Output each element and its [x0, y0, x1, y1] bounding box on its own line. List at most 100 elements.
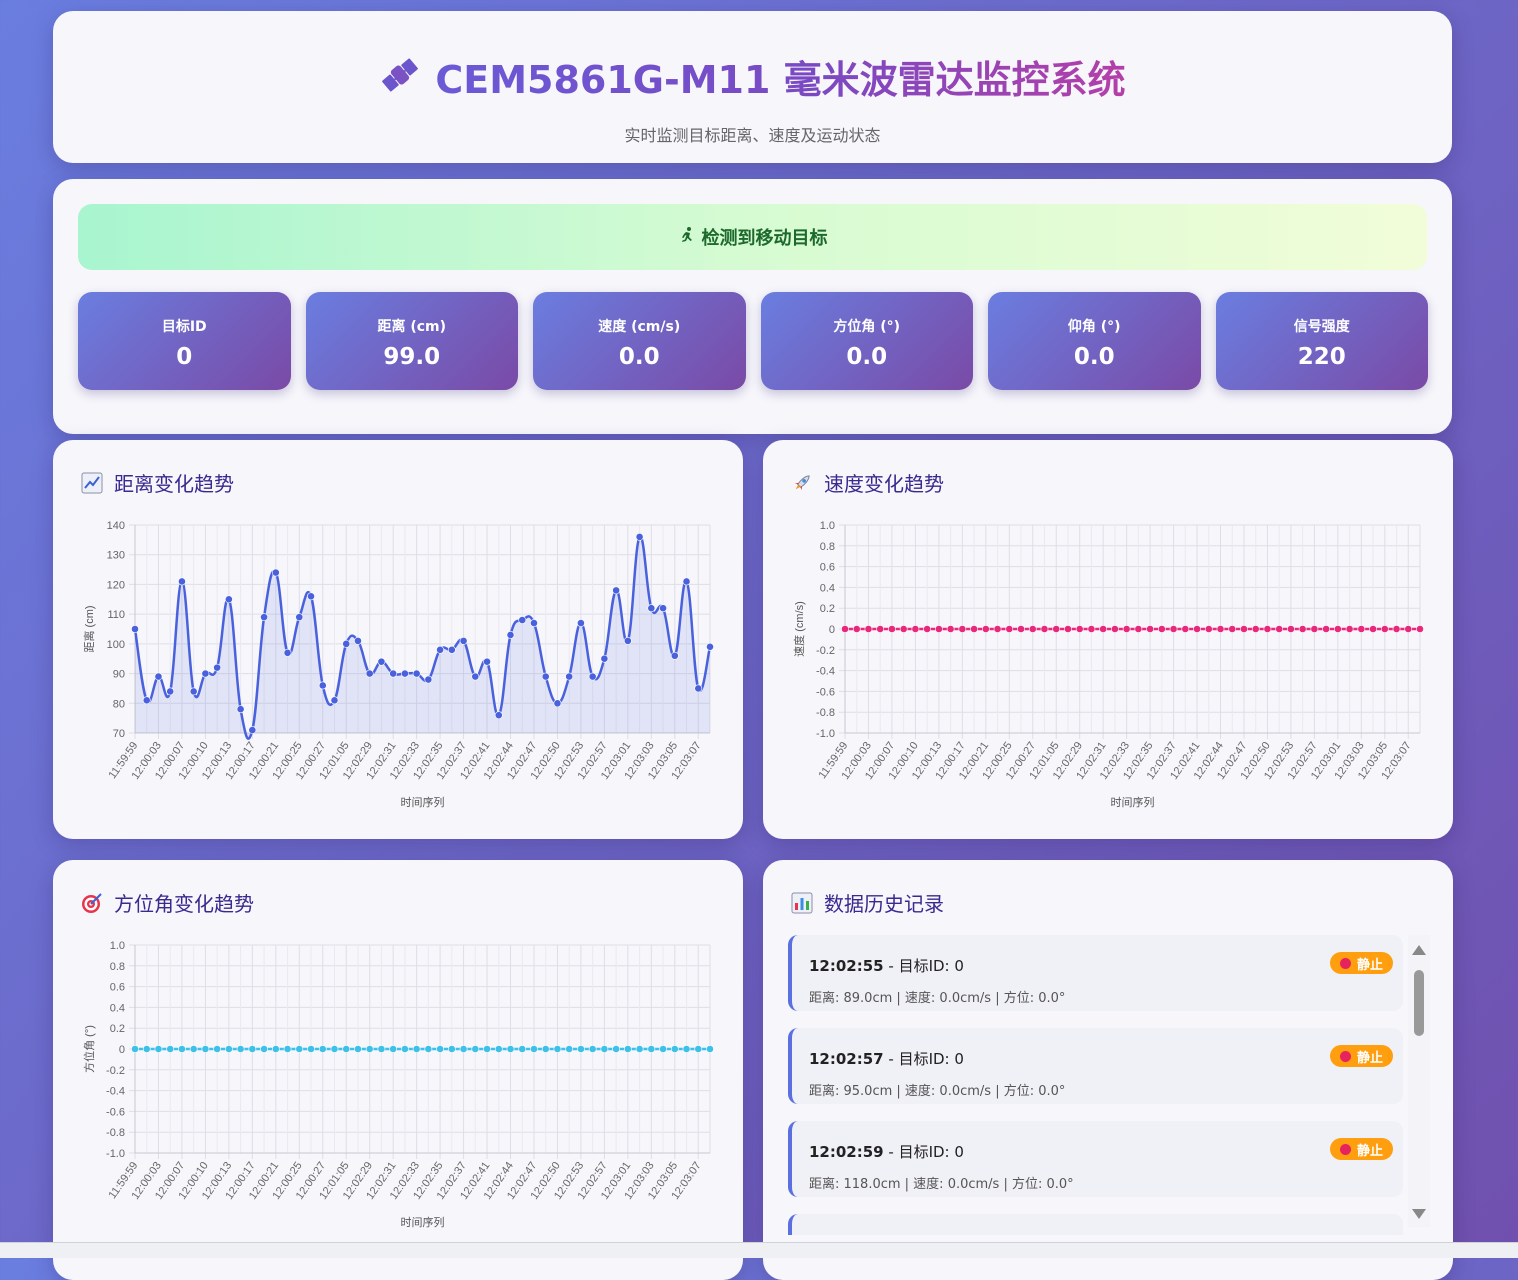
data-point [447, 1045, 456, 1053]
y-tick-label: 70 [113, 728, 125, 740]
data-point [154, 1045, 163, 1053]
data-point [365, 669, 374, 678]
data-point [248, 1045, 257, 1053]
data-point [1298, 625, 1307, 633]
data-point [213, 1045, 222, 1053]
history-scrollbar[interactable] [1408, 935, 1430, 1227]
y-tick-label: 0.6 [110, 982, 125, 994]
data-point [864, 625, 873, 633]
history-item-header: 12:02:57 - 目标ID: 0 [809, 1048, 964, 1069]
data-point [459, 1045, 468, 1053]
data-point [494, 1045, 503, 1053]
data-point [354, 636, 362, 645]
red-dot-icon [1339, 1143, 1351, 1155]
history-title: 数据历史记录 [790, 888, 944, 917]
data-point [1263, 625, 1272, 633]
x-axis-title: 时间序列 [1111, 795, 1155, 809]
data-point [389, 1045, 398, 1053]
metric-label: 方位角 (°) [833, 319, 901, 335]
data-point [923, 625, 932, 633]
data-point [1134, 625, 1143, 633]
data-point [659, 1045, 667, 1053]
data-point [213, 663, 222, 672]
data-point [1357, 625, 1366, 633]
data-point [471, 1045, 480, 1053]
data-point [307, 1045, 315, 1053]
status-badge: 静止 [1329, 1045, 1393, 1067]
running-person-icon [678, 226, 696, 249]
y-tick-label: -1.0 [106, 1148, 125, 1160]
y-tick-label: 0.4 [110, 1002, 125, 1014]
data-point [201, 1045, 210, 1053]
data-point [494, 711, 503, 720]
data-point [1322, 625, 1331, 633]
chart-title-text: 距离变化趋势 [114, 472, 234, 496]
scroll-up-arrow-icon[interactable] [1412, 945, 1426, 955]
history-list[interactable]: 12:02:55 - 目标ID: 0 距离: 89.0cm | 速度: 0.0c… [788, 935, 1403, 1235]
y-tick-label: 1.0 [110, 940, 125, 952]
metric-value: 99.0 [383, 344, 441, 370]
data-point [530, 619, 538, 627]
y-tick-label: -0.2 [106, 1065, 125, 1077]
metric-value: 0.0 [846, 344, 888, 370]
data-point [1169, 625, 1178, 633]
data-point [412, 669, 421, 678]
data-point [166, 687, 175, 696]
history-target: - 目标ID: 0 [883, 1050, 964, 1068]
scrollbar-thumb[interactable] [1414, 970, 1424, 1036]
y-tick-label: 0 [829, 624, 835, 636]
history-time: 12:02:57 [809, 1050, 884, 1068]
data-point [1333, 625, 1342, 633]
data-point [1099, 625, 1108, 633]
data-point [248, 726, 257, 734]
data-point [260, 613, 268, 622]
data-point [318, 1045, 327, 1053]
data-point [178, 1045, 186, 1053]
data-point [588, 672, 597, 681]
y-tick-label: 120 [107, 579, 125, 591]
data-point [577, 1045, 585, 1053]
data-point [1416, 625, 1424, 633]
data-point [389, 669, 398, 678]
data-point [635, 532, 644, 541]
data-point [1287, 625, 1295, 633]
red-dot-icon [1339, 957, 1351, 969]
data-point [283, 648, 292, 657]
history-item: 12:02:57 - 目标ID: 0 距离: 95.0cm | 速度: 0.0c… [788, 1028, 1403, 1104]
data-point [506, 631, 515, 639]
chart-title-text: 速度变化趋势 [824, 472, 944, 496]
data-point [1005, 625, 1014, 633]
metric-value: 0.0 [618, 344, 660, 370]
history-detail: 距离: 118.0cm | 速度: 0.0cm/s | 方位: 0.0° [809, 1177, 1074, 1192]
data-point [647, 1045, 656, 1053]
data-point [1110, 625, 1119, 633]
data-point [400, 1045, 409, 1053]
data-point [635, 1045, 644, 1053]
y-tick-label: 80 [113, 698, 125, 710]
data-point [131, 1045, 139, 1053]
data-point [483, 657, 491, 666]
data-point [911, 625, 920, 633]
scroll-down-arrow-icon[interactable] [1412, 1209, 1426, 1219]
data-point [1392, 625, 1401, 633]
data-point [342, 639, 351, 648]
data-point [131, 625, 139, 633]
data-point [342, 1045, 351, 1053]
metric-value: 0 [176, 344, 193, 370]
y-tick-label: 0.6 [820, 562, 835, 574]
y-tick-label: 130 [107, 550, 125, 562]
data-point [1064, 625, 1072, 633]
data-point [1275, 625, 1284, 633]
data-point [224, 595, 233, 604]
data-point [412, 1045, 421, 1053]
data-point [166, 1045, 175, 1053]
history-item-header: 12:02:59 - 目标ID: 0 [809, 1141, 964, 1162]
distance-chart-card: 距离变化趋势 70 80 90 100 110 120 130 140 11:59:59 12:0… [53, 440, 743, 839]
y-tick-label: 100 [107, 639, 125, 651]
metric-label: 目标ID [161, 319, 207, 335]
data-point [1204, 625, 1213, 633]
data-point [471, 672, 480, 681]
y-tick-label: -0.8 [816, 707, 835, 719]
data-point [318, 681, 327, 690]
status-badge-text: 静止 [1356, 1143, 1383, 1159]
